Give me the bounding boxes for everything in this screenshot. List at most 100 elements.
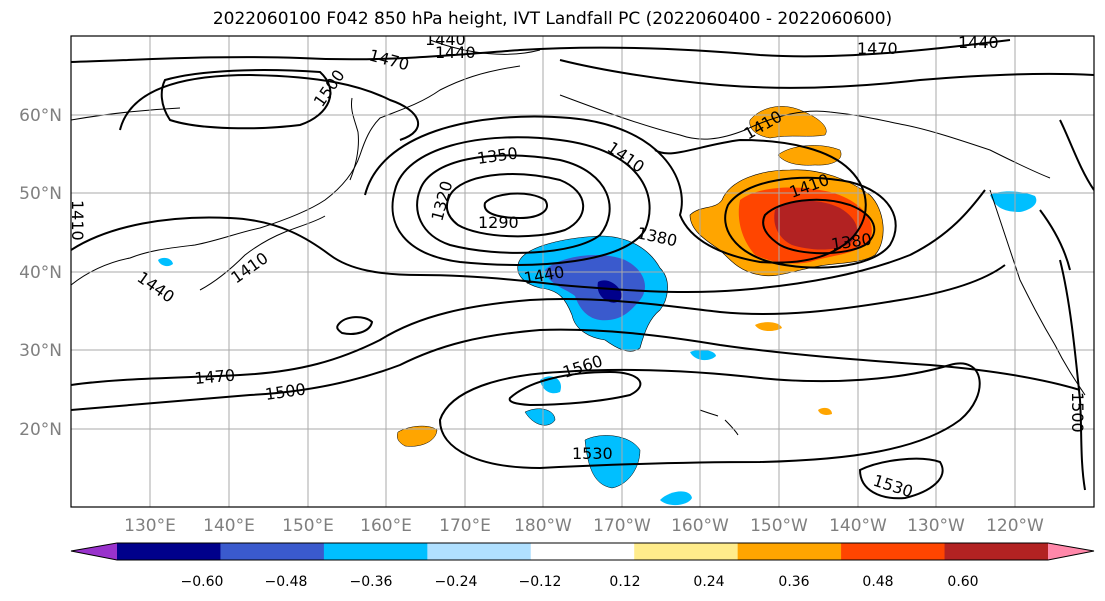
lat-label: 30°N (19, 341, 62, 361)
contour-north-1410-loop (1059, 119, 1094, 191)
negative-ivt-region-center (597, 280, 622, 303)
positive-ivt-region-core (774, 200, 858, 250)
contour-1440 (71, 189, 986, 294)
coastline-hawaii (699, 409, 739, 436)
coastline-alaska (559, 94, 1051, 179)
contour-north-1500 (160, 69, 332, 130)
positive-ivt-region-small-1 (397, 425, 438, 447)
contour-1560 (508, 370, 642, 407)
contour-label: 1470 (857, 39, 898, 58)
coastline-asia (71, 65, 521, 286)
colorbar-segment (737, 543, 842, 560)
positive-ivt-region-small-2 (755, 322, 782, 332)
figure-title: 2022060100 F042 850 hPa height, IVT Land… (212, 9, 893, 29)
contour-low-1290 (483, 192, 548, 220)
colorbar-tick-label: 0.60 (947, 574, 978, 590)
colorbar-segment (841, 543, 946, 560)
contour-label: 1290 (478, 213, 519, 232)
contour-small-ring (336, 316, 374, 335)
colorbar-tick-label: 0.36 (778, 574, 809, 590)
colorbar-extend-low (71, 543, 117, 560)
colorbar-segment (944, 543, 1049, 560)
lat-label: 60°N (19, 106, 62, 126)
lat-label: 40°N (19, 263, 62, 283)
colorbar: −0.60 −0.48 −0.36 −0.24 −0.12 0.12 0.24 … (70, 542, 1095, 590)
positive-ivt-region-small-3 (818, 407, 832, 415)
lon-label: 170°W (593, 516, 651, 536)
contour-low-1380 (391, 136, 651, 266)
negative-ivt-region-small-5 (690, 349, 716, 361)
lat-label: 20°N (19, 420, 62, 440)
contour-north-1470-east (559, 59, 1094, 89)
contour-low-east-1380 (762, 198, 876, 255)
contour-1530-east (858, 457, 944, 500)
negative-ivt-region-small-4 (584, 435, 641, 489)
lon-label: 150°E (282, 516, 334, 536)
colorbar-tick-label: 0.24 (693, 574, 724, 590)
colorbar-segment (117, 543, 221, 560)
contour-1470 (71, 264, 1006, 386)
coastline-northern-asia (71, 39, 541, 121)
lon-label: 160°W (671, 516, 729, 536)
lon-label: 180°W (514, 516, 572, 536)
latitude-labels: 60°N 50°N 40°N 30°N 20°N (19, 106, 62, 440)
contour-1500 (71, 328, 1081, 411)
lon-label: 120°W (986, 516, 1044, 536)
contour-label: 1470 (194, 366, 236, 388)
contour-1530 (438, 362, 981, 470)
lon-label: 130°E (124, 516, 176, 536)
colorbar-segment (427, 543, 532, 560)
longitude-labels: 130°E 140°E 150°E 160°E 170°E 180°W 170°… (124, 516, 1044, 536)
coastline-kamchatka (349, 97, 359, 181)
coastline-north-america (989, 189, 1086, 396)
height-contours (71, 39, 1094, 500)
negative-ivt-region-small-7 (158, 257, 173, 267)
contour-label: 1530 (572, 444, 613, 463)
colorbar-tick-label: −0.24 (435, 574, 478, 590)
coastline-korea-japan (199, 215, 326, 291)
colorbar-tick-label: 0.12 (609, 574, 640, 590)
lon-label: 140°E (203, 516, 255, 536)
colorbar-tick-label: 0.48 (862, 574, 893, 590)
contour-label: 1410 (68, 200, 87, 241)
colorbar-tick-label: −0.48 (265, 574, 308, 590)
lat-label: 50°N (19, 184, 62, 204)
lon-label: 150°W (750, 516, 808, 536)
negative-ivt-region-small-6 (660, 491, 692, 506)
contour-low-1350 (416, 154, 611, 254)
contour-east-1470 (1039, 209, 1071, 271)
colorbar-outline (70, 542, 1095, 561)
colorbar-tick-labels: −0.60 −0.48 −0.36 −0.24 −0.12 0.12 0.24 … (181, 574, 979, 590)
negative-ivt-region-small-1 (990, 191, 1037, 212)
colorbar-tick-label: −0.36 (350, 574, 393, 590)
ivt-shading (158, 106, 1037, 506)
colorbar-tick-label: −0.60 (181, 574, 224, 590)
lon-label: 140°W (829, 516, 887, 536)
lon-label: 170°E (439, 516, 491, 536)
map-border (70, 35, 1095, 508)
contour-label: 1440 (958, 33, 999, 52)
contour-low-1320 (445, 173, 585, 238)
colorbar-extend-high (1048, 543, 1094, 560)
colorbar-segment (530, 543, 635, 560)
positive-ivt-region-alaska (749, 106, 827, 139)
contour-label: 1440 (435, 43, 476, 62)
contour-label: 1500 (1068, 392, 1087, 433)
contour-north-1440 (71, 39, 1011, 63)
colorbar-tick-label: −0.12 (519, 574, 562, 590)
graticule (71, 36, 1094, 507)
coastlines (71, 39, 1086, 436)
contour-north-1470 (119, 73, 420, 141)
contour-low-1410 (364, 115, 867, 264)
negative-ivt-region-small-2 (524, 408, 556, 426)
contour-low-east-1410 (724, 176, 897, 269)
colorbar-segment (220, 543, 325, 560)
lon-label: 160°E (360, 516, 412, 536)
colorbar-segment (323, 543, 428, 560)
colorbar-segments (71, 543, 1094, 560)
colorbar-segment (634, 543, 739, 560)
contour-label: 1440 (425, 30, 466, 49)
contour-east-1500 (1059, 259, 1086, 491)
lon-label: 130°W (907, 516, 965, 536)
